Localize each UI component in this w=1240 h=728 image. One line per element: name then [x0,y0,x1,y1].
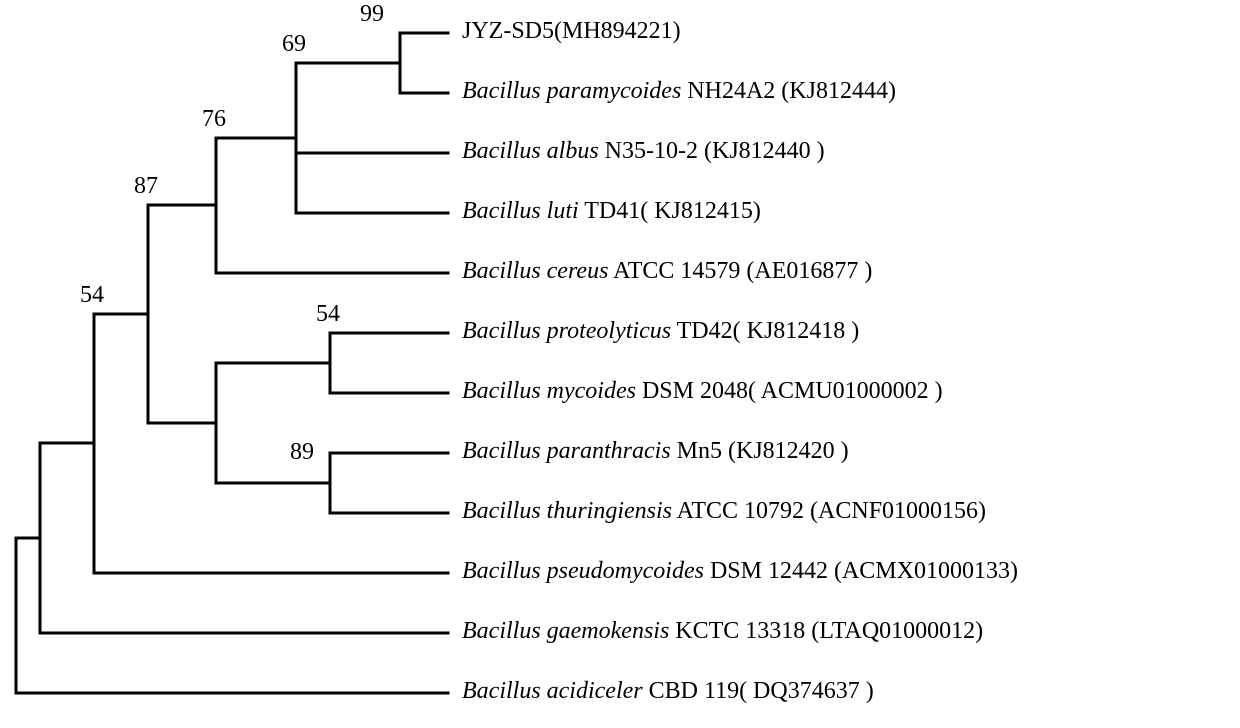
species-name: Bacillus cereus [462,258,608,284]
bootstrap-value: 87 [134,173,158,200]
strain-accession: N35-10-2 (KJ812440 ) [599,138,825,164]
species-name: Bacillus proteolyticus [462,318,671,344]
strain-accession: NH24A2 (KJ812444) [681,78,896,104]
bootstrap-value: 54 [80,282,104,309]
taxon-label: Bacillus albus N35-10-2 (KJ812440 ) [462,138,825,165]
taxon-label: JYZ-SD5(MH894221) [462,18,681,45]
taxon-label: Bacillus paramycoides NH24A2 (KJ812444) [462,78,896,105]
strain-accession: TD42( KJ812418 ) [671,318,859,344]
strain-accession: ATCC 14579 (AE016877 ) [608,258,872,284]
strain-accession: DSM 12442 (ACMX01000133) [704,558,1018,584]
strain-accession: ATCC 10792 (ACNF01000156) [672,498,986,524]
species-name: Bacillus pseudomycoides [462,558,704,584]
bootstrap-value: 54 [316,301,340,328]
taxon-label: Bacillus paranthracis Mn5 (KJ812420 ) [462,438,849,465]
species-name: Bacillus luti [462,198,579,224]
taxon-label: Bacillus proteolyticus TD42( KJ812418 ) [462,318,859,345]
strain-accession: CBD 119( DQ374637 ) [643,678,874,704]
species-name: Bacillus paramycoides [462,78,681,104]
taxon-label: Bacillus pseudomycoides DSM 12442 (ACMX0… [462,558,1018,585]
taxon-label: Bacillus thuringiensis ATCC 10792 (ACNF0… [462,498,986,525]
taxon-label: Bacillus cereus ATCC 14579 (AE016877 ) [462,258,872,285]
species-name: Bacillus thuringiensis [462,498,672,524]
bootstrap-value: 69 [282,31,306,58]
species-name: Bacillus albus [462,138,599,164]
taxon-label: Bacillus gaemokensis KCTC 13318 (LTAQ010… [462,618,983,645]
bootstrap-value: 76 [202,106,226,133]
species-name: Bacillus mycoides [462,378,636,404]
strain-accession: JYZ-SD5(MH894221) [462,18,681,44]
taxon-label: Bacillus luti TD41( KJ812415) [462,198,761,225]
strain-accession: TD41( KJ812415) [579,198,761,224]
taxon-label: Bacillus mycoides DSM 2048( ACMU01000002… [462,378,943,405]
strain-accession: Mn5 (KJ812420 ) [671,438,849,464]
bootstrap-value: 89 [290,439,314,466]
species-name: Bacillus acidiceler [462,678,643,704]
bootstrap-value: 99 [360,1,384,28]
strain-accession: DSM 2048( ACMU01000002 ) [636,378,943,404]
species-name: Bacillus gaemokensis [462,618,669,644]
taxon-label: Bacillus acidiceler CBD 119( DQ374637 ) [462,678,874,705]
species-name: Bacillus paranthracis [462,438,671,464]
strain-accession: KCTC 13318 (LTAQ01000012) [669,618,983,644]
